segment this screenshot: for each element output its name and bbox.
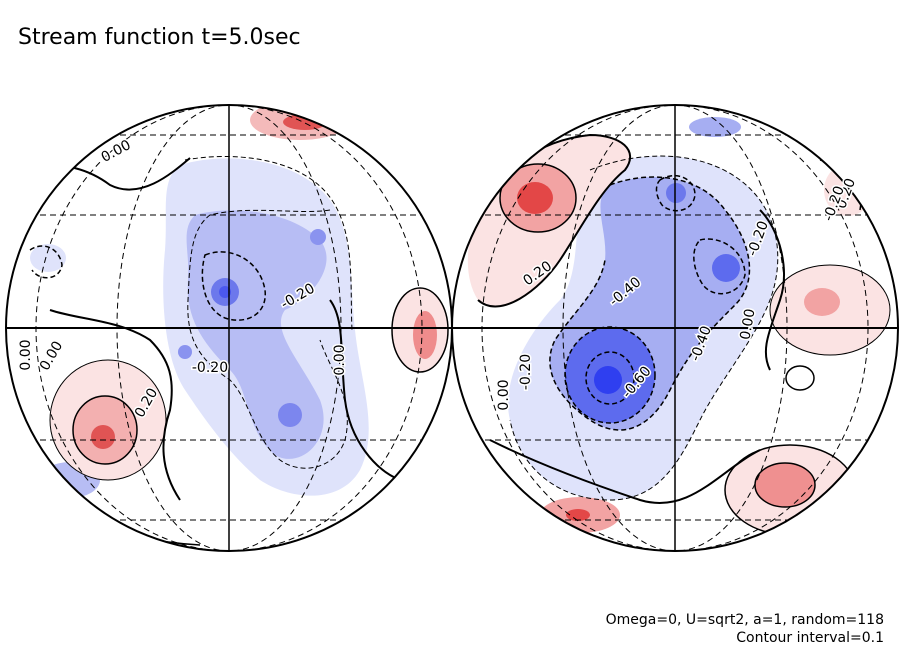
left-contour-label: 0.00 xyxy=(332,344,348,375)
left-negative-mid xyxy=(186,210,327,459)
left-contour-label: 0.00 xyxy=(18,339,34,370)
left-vortex-core xyxy=(219,286,231,298)
right-boundary xyxy=(451,104,899,552)
right-positive-nw-core xyxy=(517,182,553,214)
parameter-note: Omega=0, U=sqrt2, a=1, random=118 xyxy=(605,612,884,628)
right-vortex-east xyxy=(712,254,740,282)
left-positive-east-core xyxy=(413,311,437,359)
right-vortex-north xyxy=(666,183,686,203)
contour-interval-note: Contour interval=0.1 xyxy=(736,630,884,646)
right-positive-south-core xyxy=(566,509,590,521)
right-contour-label: 0.00 xyxy=(496,379,512,410)
right-hemisphere xyxy=(452,105,898,551)
chart-title: Stream function t=5.0sec xyxy=(18,25,301,50)
right-grid xyxy=(452,105,898,551)
right-vortex-core xyxy=(594,366,622,394)
left-vortex-upper xyxy=(310,229,326,245)
right-positive-east-core xyxy=(804,288,840,316)
left-hemisphere xyxy=(6,105,452,551)
left-positive-core xyxy=(91,425,115,449)
right-positive-se-mid xyxy=(755,463,815,507)
left-negative-west xyxy=(30,244,66,272)
right-contour-label: -0.20 xyxy=(518,354,534,390)
left-vortex-lower xyxy=(278,403,302,427)
left-vortex-small xyxy=(178,345,192,359)
left-contour-label: -0.20 xyxy=(192,360,228,376)
